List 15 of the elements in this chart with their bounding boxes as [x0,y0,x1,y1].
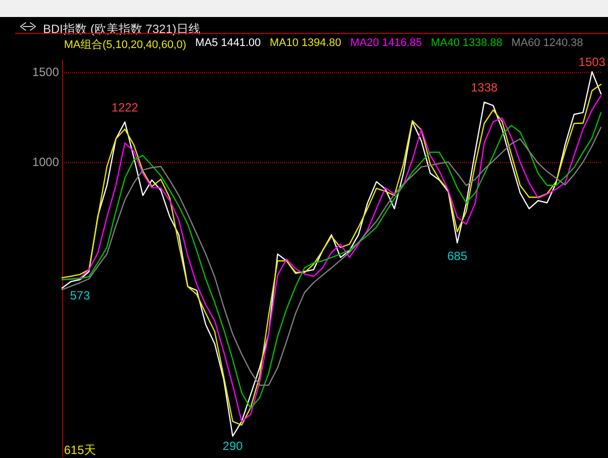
annotation: 573 [70,288,90,302]
annotation: 685 [447,248,468,263]
y-tick-label: 1500 [32,65,60,80]
text: MA60 1240.38 [511,37,583,51]
annotation: 1222 [112,100,139,115]
text: MA10 1394.80 [270,37,342,51]
legend-title: MA组合(5,10,20,40,60,0) [64,38,186,52]
annotation: 615天 [64,443,96,457]
text: MA20 1416.85 [350,37,422,51]
y-tick-label: 1000 [32,155,60,170]
annotation: 290 [222,439,244,454]
text: MA5 1441.00 [195,37,261,51]
text: MA40 1338.88 [430,37,502,51]
annotation: 1503 [578,54,606,69]
annotation: 1338 [470,80,498,95]
